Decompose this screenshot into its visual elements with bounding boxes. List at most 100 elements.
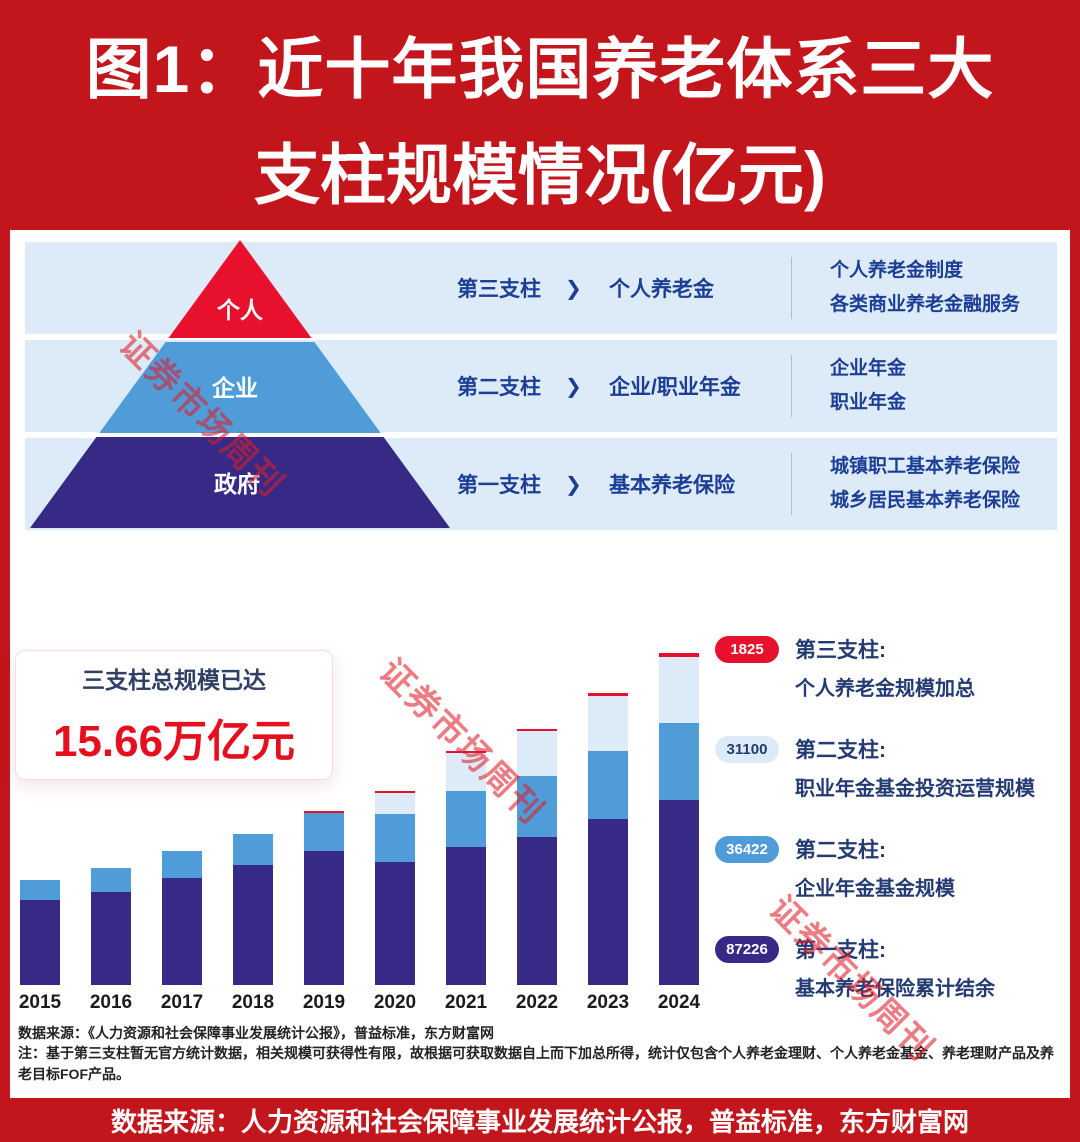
bar-stack — [446, 751, 486, 985]
bar-stack — [659, 653, 699, 985]
pillar-label: 第二支柱 — [457, 376, 541, 399]
legend-item-first-pillar: 87226 第一支柱: 基本养老保险累计结余 — [715, 935, 1065, 1001]
legend-description: 基本养老保险累计结余 — [795, 978, 995, 1000]
legend-value-badge: 31100 — [715, 735, 779, 763]
legend-title: 第三支柱: — [795, 639, 886, 662]
stacked-bar-chart: 2015 2016 2017 2018 2019 2020 2021 2022 2023 2024 — [19, 635, 701, 1015]
legend-description: 职业年金基金投资运营规模 — [795, 778, 1035, 800]
x-axis-label: 2023 — [586, 992, 630, 1013]
bar-2016: 2016 — [89, 868, 133, 1015]
bar-segment — [659, 653, 699, 657]
legend-description: 个人养老金规模加总 — [795, 678, 975, 700]
x-axis-label: 2017 — [160, 992, 204, 1013]
legend-value-badge: 1825 — [715, 635, 779, 663]
summary-card-value: 15.66万亿元 — [52, 717, 296, 766]
legend-value-badge: 36422 — [715, 835, 779, 863]
bar-2017: 2017 — [160, 851, 204, 1015]
title-banner: 图1：近十年我国养老体系三大 支柱规模情况(亿元) — [0, 0, 1080, 230]
bar-segment — [588, 696, 628, 751]
legend-title: 第二支柱: — [795, 839, 886, 862]
footnotes: 数据来源：《人力资源和社会保障事业发展统计公报》，普益标准，东方财富网 注：基于… — [18, 1023, 1064, 1084]
pillar-label: 第一支柱 — [457, 474, 541, 497]
x-axis-label: 2016 — [89, 992, 133, 1013]
chevron-right-icon: ❯ — [565, 473, 582, 496]
bar-2021: 2021 — [444, 751, 488, 1015]
pillar-detail-line: 城乡居民基本养老保险 — [830, 490, 1021, 511]
bar-segment — [375, 791, 415, 793]
legend-item-second-pillar-occupational: 31100 第二支柱: 职业年金基金投资运营规模 — [715, 735, 1065, 801]
total-summary-card: 三支柱总规模已达 15.66万亿元 — [15, 650, 333, 780]
bar-stack — [20, 880, 60, 985]
legend-title: 第二支柱: — [795, 739, 886, 762]
pyramid-label-individual: 个人 — [217, 297, 264, 323]
x-axis-label: 2021 — [444, 992, 488, 1013]
source-banner-text: 数据来源：人力资源和社会保障事业发展统计公报，普益标准，东方财富网 — [110, 1106, 969, 1137]
bar-stack — [517, 729, 557, 985]
pillar-details: 企业年金 职业年金 — [792, 352, 906, 420]
footnote-source: 数据来源：《人力资源和社会保障事业发展统计公报》，普益标准，东方财富网 — [18, 1025, 494, 1041]
bar-segment — [304, 813, 344, 851]
legend-item-second-pillar-enterprise: 36422 第二支柱: 企业年金基金规模 — [715, 835, 1065, 901]
bar-segment — [588, 693, 628, 696]
pillar-details: 城镇职工基本养老保险 城乡居民基本养老保险 — [792, 450, 1020, 518]
divider — [791, 453, 792, 515]
bar-segment — [517, 729, 557, 731]
pillar-name: 个人养老金 — [609, 278, 714, 301]
bar-segment — [588, 819, 628, 985]
bar-segment — [162, 878, 202, 985]
x-axis-label: 2019 — [302, 992, 346, 1013]
bar-2020: 2020 — [373, 791, 417, 1015]
bar-2022: 2022 — [516, 729, 558, 1015]
bar-segment — [375, 862, 415, 985]
bar-segment — [162, 851, 202, 878]
bar-stack — [375, 791, 415, 985]
bar-2019: 2019 — [302, 811, 346, 1015]
legend-title: 第一支柱: — [795, 939, 886, 962]
bar-stack — [304, 811, 344, 985]
chart-legend: 1825 第三支柱: 个人养老金规模加总 31100 第二支柱: 职业年金基金投… — [715, 635, 1065, 1035]
footnote-note: 注：基于第三支柱暂无官方统计数据，相关规模可获得性有限，故根据可获取数据自上而下… — [18, 1045, 1054, 1082]
pyramid-label-enterprise: 企业 — [211, 375, 258, 401]
pillar-name: 企业/职业年金 — [609, 376, 741, 399]
bar-segment — [517, 731, 557, 776]
pillar-detail-line: 职业年金 — [830, 392, 907, 413]
page-title-line2: 支柱规模情况(亿元) — [254, 138, 826, 212]
bar-segment — [588, 751, 628, 819]
x-axis-label: 2024 — [657, 992, 701, 1013]
pyramid-label-government: 政府 — [214, 471, 260, 497]
bar-2023: 2023 — [586, 693, 630, 1015]
bar-segment — [91, 892, 131, 985]
bar-segment — [375, 793, 415, 814]
pillar-detail-line: 企业年金 — [830, 357, 907, 379]
bar-segment — [517, 776, 557, 837]
pillar-detail-line: 各类商业养老金融服务 — [830, 294, 1021, 315]
bar-segment — [375, 814, 415, 862]
bar-2018: 2018 — [232, 834, 274, 1015]
bar-2015: 2015 — [19, 880, 61, 1015]
page-title-line1: 图1：近十年我国养老体系三大 — [85, 32, 995, 106]
legend-description: 企业年金基金规模 — [795, 878, 955, 900]
bar-segment — [20, 900, 60, 985]
bar-segment — [446, 791, 486, 847]
bar-2024: 2024 — [657, 653, 701, 1015]
pyramid-layer-enterprise — [99, 342, 381, 433]
bar-segment — [233, 834, 273, 865]
chevron-right-icon: ❯ — [565, 277, 582, 300]
bar-stack — [162, 851, 202, 985]
pillar-name: 基本养老保险 — [609, 474, 735, 497]
summary-card-caption: 三支柱总规模已达 — [82, 667, 266, 693]
divider — [791, 257, 792, 319]
pillar-detail-line: 个人养老金制度 — [830, 259, 964, 281]
chevron-right-icon: ❯ — [565, 375, 582, 398]
pyramid-diagram: 个人 企业 政府 — [30, 240, 450, 528]
pyramid-layer-government — [30, 437, 450, 528]
bar-segment — [233, 865, 273, 985]
pyramid-layer-individual — [168, 240, 312, 338]
x-axis-label: 2020 — [373, 992, 417, 1013]
bar-segment — [446, 753, 486, 791]
bar-segment — [659, 657, 699, 723]
bar-segment — [20, 880, 60, 900]
pillar-label: 第三支柱 — [457, 278, 541, 301]
bar-segment — [446, 847, 486, 985]
